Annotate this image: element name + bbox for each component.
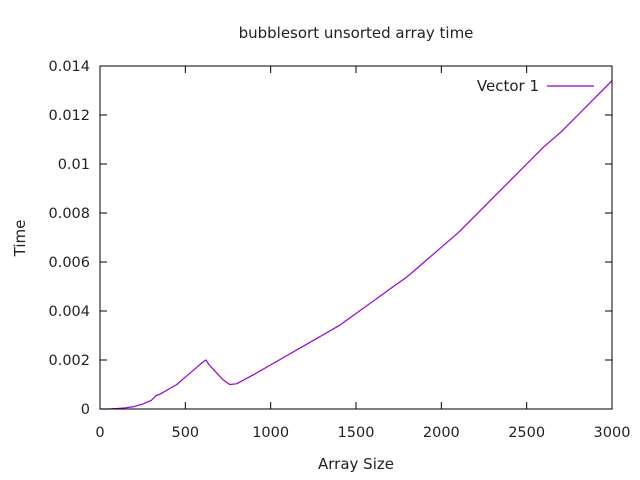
legend: Vector 1 [477,77,594,95]
x-tick-label: 2000 [423,425,460,441]
y-tick-label: 0.014 [48,59,90,75]
x-tick-label: 0 [95,425,104,441]
y-axis-label: Time [11,220,29,258]
chart-title: bubblesort unsorted array time [239,24,474,42]
y-tick-label: 0.006 [48,255,90,271]
y-tick-label: 0.002 [48,353,90,369]
series-line [100,80,613,410]
x-axis-label: Array Size [318,455,394,473]
y-tick-label: 0.012 [48,108,90,124]
x-tick-label: 1000 [252,425,289,441]
y-tick-label: 0.004 [48,304,90,320]
x-tick-label: 3000 [594,425,631,441]
x-tick-label: 2500 [508,425,545,441]
plot-frame [99,65,613,410]
legend-label: Vector 1 [477,77,539,95]
y-tick-label: 0 [81,402,90,418]
y-tick-label: 0.01 [58,157,90,173]
x-tick-label: 1500 [338,425,375,441]
y-tick-label: 0.008 [48,206,90,222]
axis-ticks: 0 500 1000 1500 2000 2500 3000 0 0.002 0.004 0.006… [48,59,630,441]
x-tick-label: 500 [171,425,199,441]
series-layer [100,80,613,410]
